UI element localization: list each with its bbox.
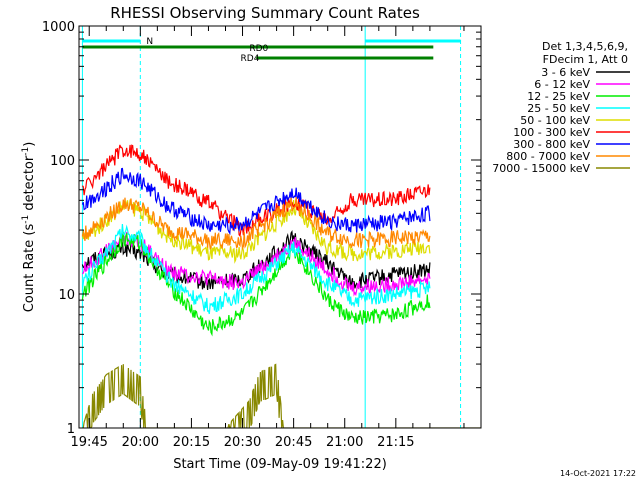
legend-entry: 6 - 12 keV (534, 78, 590, 91)
y-axis-label: Count Rate (s-1 detector-1) (21, 142, 37, 313)
x-axis-label: Start Time (09-May-09 19:41:22) (173, 457, 387, 472)
chart-title: RHESSI Observing Summary Count Rates (110, 4, 420, 22)
legend-entry: 50 - 100 keV (520, 114, 590, 127)
legend-entry: 12 - 25 keV (527, 90, 590, 103)
flag-label: N (146, 37, 153, 47)
plot-frame (78, 25, 482, 429)
flag-label: RD0 (249, 44, 268, 54)
y-tick-label: 100 (50, 154, 75, 169)
y-tick-label: 1 (67, 422, 75, 437)
x-tick-label: 21:15 (377, 435, 414, 450)
legend-header: FDecim 1, Att 0 (543, 53, 628, 66)
x-tick-label: 20:15 (173, 435, 210, 450)
y-tick-label: 10 (58, 288, 75, 303)
x-tick-label: 21:00 (326, 435, 363, 450)
legend: Det 1,3,4,5,6,9,FDecim 1, Att 03 - 6 keV… (492, 40, 630, 175)
series-line (81, 197, 431, 251)
legend-header: Det 1,3,4,5,6,9, (542, 40, 628, 53)
legend-entry: 7000 - 15000 keV (492, 162, 590, 175)
x-tick-label: 20:45 (275, 435, 312, 450)
legend-entry: 300 - 800 keV (513, 138, 590, 151)
y-tick-label: 1000 (42, 20, 75, 35)
legend-entry: 800 - 7000 keV (506, 150, 590, 163)
series-line (81, 223, 431, 315)
x-tick-label: 19:45 (70, 435, 107, 450)
series-line (81, 144, 431, 238)
legend-entry: 25 - 50 keV (527, 102, 590, 115)
flag-label: RD4 (241, 54, 260, 64)
series-line (81, 167, 431, 236)
legend-entry: 100 - 300 keV (513, 126, 590, 139)
legend-entry: 3 - 6 keV (541, 66, 590, 79)
timestamp: 14-Oct-2021 17:22 (560, 469, 636, 478)
x-tick-label: 20:00 (122, 435, 159, 450)
x-tick-label: 20:30 (224, 435, 261, 450)
